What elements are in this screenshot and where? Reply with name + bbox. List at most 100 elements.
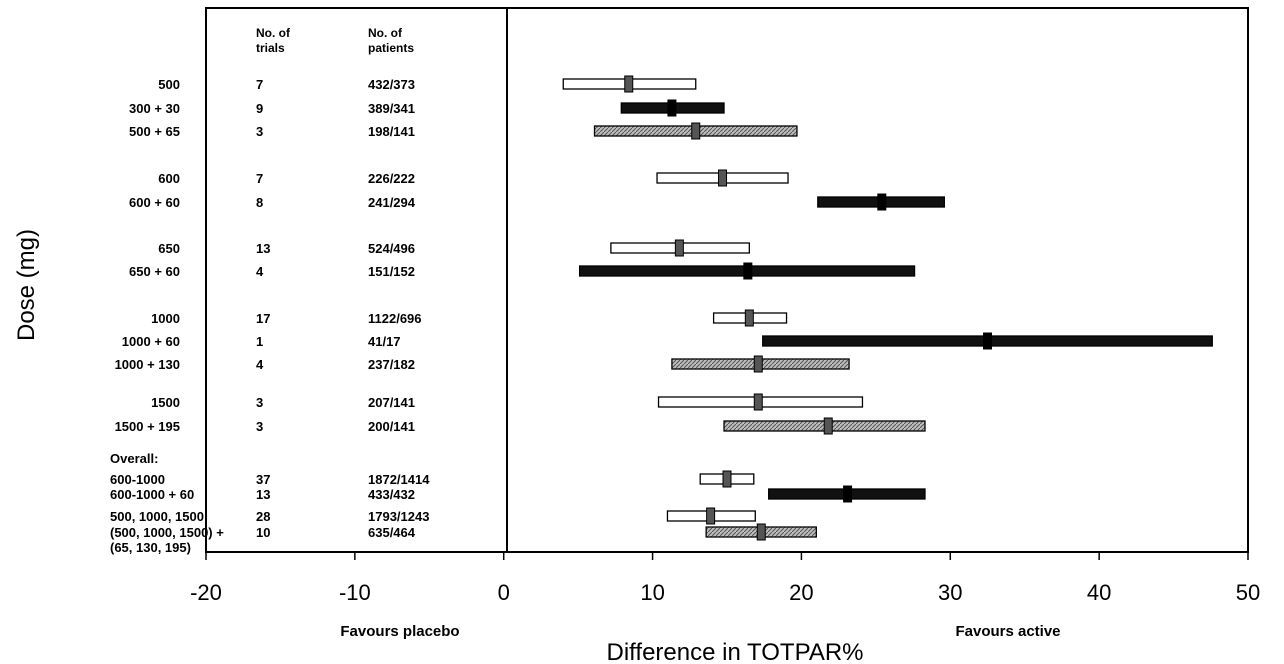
x-axis: -20 -10 0 10 20 30 40 50	[190, 552, 1260, 605]
forest-row: 600 7 226/222	[158, 169, 789, 187]
dose-label: 600 + 60	[129, 195, 180, 210]
trials-count: 3	[256, 395, 263, 410]
patients-count: 524/496	[368, 241, 415, 256]
patients-header-line2: patients	[368, 41, 414, 55]
trials-count: 28	[256, 509, 270, 524]
point-estimate	[753, 355, 763, 373]
patients-count: 1793/1243	[368, 509, 429, 524]
forest-row: 600-1000 + 60 13 433/432	[110, 485, 926, 503]
trials-count: 4	[256, 357, 264, 372]
patients-count: 198/141	[368, 124, 415, 139]
point-estimate	[624, 75, 634, 93]
trials-count: 13	[256, 241, 270, 256]
forest-row: 500 7 432/373	[158, 75, 697, 93]
x-tick-label: 40	[1087, 580, 1111, 605]
y-axis-title: Dose (mg)	[13, 229, 40, 341]
trials-count: 13	[256, 487, 270, 502]
patients-header-line1: No. of	[368, 26, 403, 40]
dose-label: 650	[158, 241, 180, 256]
dose-label: 1000 + 60	[122, 334, 180, 349]
patients-count: 635/464	[368, 525, 416, 540]
trials-count: 10	[256, 525, 270, 540]
x-axis-title: Difference in TOTPAR%	[607, 639, 864, 664]
x-tick-label: -20	[190, 580, 222, 605]
dose-label: 500 + 65	[129, 124, 180, 139]
trials-count: 3	[256, 419, 263, 434]
patients-count: 226/222	[368, 171, 415, 186]
dose-label: (500, 1000, 1500) +	[110, 525, 224, 540]
dose-label: 300 + 30	[129, 101, 180, 116]
dose-label: 1000	[151, 311, 180, 326]
overall-heading: Overall:	[110, 451, 158, 466]
favours-active-label: Favours active	[955, 623, 1060, 640]
dose-label: 650 + 60	[129, 264, 180, 279]
forest-row: 600 + 60 8 241/294	[129, 193, 945, 211]
point-estimate	[718, 169, 728, 187]
trials-count: 8	[256, 195, 263, 210]
trials-count: 7	[256, 77, 263, 92]
patients-count: 151/152	[368, 264, 415, 279]
point-estimate	[877, 193, 887, 211]
point-estimate	[744, 309, 754, 327]
dose-label: 1500 + 195	[115, 419, 180, 434]
trials-count: 37	[256, 472, 270, 487]
patients-count: 1122/696	[368, 311, 422, 326]
trials-count: 17	[256, 311, 270, 326]
patients-count: 432/373	[368, 77, 415, 92]
point-estimate	[691, 122, 701, 140]
patients-count: 241/294	[368, 195, 416, 210]
forest-row: (500, 1000, 1500) +(65, 130, 195) 10 635/4…	[110, 523, 817, 555]
dose-label: 500, 1000, 1500	[110, 509, 204, 524]
forest-row: 1000 + 130 4 237/182	[115, 355, 850, 373]
forest-row: 600-1000 37 1872/1414	[110, 470, 755, 488]
forest-rows: 500 7 432/373 300 + 30 9 389/341 500 + 65 3 198/…	[110, 75, 1213, 555]
forest-row: 1000 + 60 1 41/17	[122, 332, 1213, 350]
plot-frame	[205, 7, 1249, 553]
point-estimate	[843, 485, 853, 503]
point-estimate	[743, 262, 753, 280]
patients-count: 200/141	[368, 419, 415, 434]
patients-count: 433/432	[368, 487, 415, 502]
x-tick-label: 50	[1236, 580, 1260, 605]
point-estimate	[706, 507, 716, 525]
trials-count: 7	[256, 171, 263, 186]
x-tick-label: 20	[789, 580, 813, 605]
forest-row: 1000 17 1122/696	[151, 309, 788, 327]
trials-count: 9	[256, 101, 263, 116]
dose-label: 600-1000 + 60	[110, 487, 194, 502]
dose-label: 500	[158, 77, 180, 92]
trials-header-line2: trials	[256, 41, 285, 55]
forest-row: 1500 + 195 3 200/141	[115, 417, 926, 435]
trials-count: 4	[256, 264, 264, 279]
dose-label: 1000 + 130	[115, 357, 180, 372]
point-estimate	[823, 417, 833, 435]
patients-count: 389/341	[368, 101, 415, 116]
point-estimate	[756, 523, 766, 541]
favours-placebo-label: Favours placebo	[340, 623, 459, 640]
forest-row: 650 + 60 4 151/152	[129, 262, 916, 280]
trials-count: 1	[256, 334, 263, 349]
forest-row: 650 13 524/496	[158, 239, 750, 257]
point-estimate	[667, 99, 677, 117]
forest-row: 1500 3 207/141	[151, 393, 864, 411]
patients-count: 1872/1414	[368, 472, 430, 487]
dose-label: (65, 130, 195)	[110, 540, 191, 555]
point-estimate	[722, 470, 732, 488]
point-estimate	[753, 393, 763, 411]
point-estimate	[674, 239, 684, 257]
x-tick-label: -10	[339, 580, 371, 605]
x-tick-label: 10	[640, 580, 664, 605]
forest-row: 500 + 65 3 198/141	[129, 122, 798, 140]
x-tick-label: 30	[938, 580, 962, 605]
patients-count: 237/182	[368, 357, 415, 372]
dose-label: 600	[158, 171, 180, 186]
point-estimate	[983, 332, 992, 350]
dose-label: 1500	[151, 395, 180, 410]
dose-label: 600-1000	[110, 472, 165, 487]
trials-count: 3	[256, 124, 263, 139]
trials-header-line1: No. of	[256, 26, 291, 40]
forest-row: 300 + 30 9 389/341	[129, 99, 725, 117]
patients-count: 41/17	[368, 334, 401, 349]
forest-row: 500, 1000, 1500 28 1793/1243	[110, 507, 756, 525]
